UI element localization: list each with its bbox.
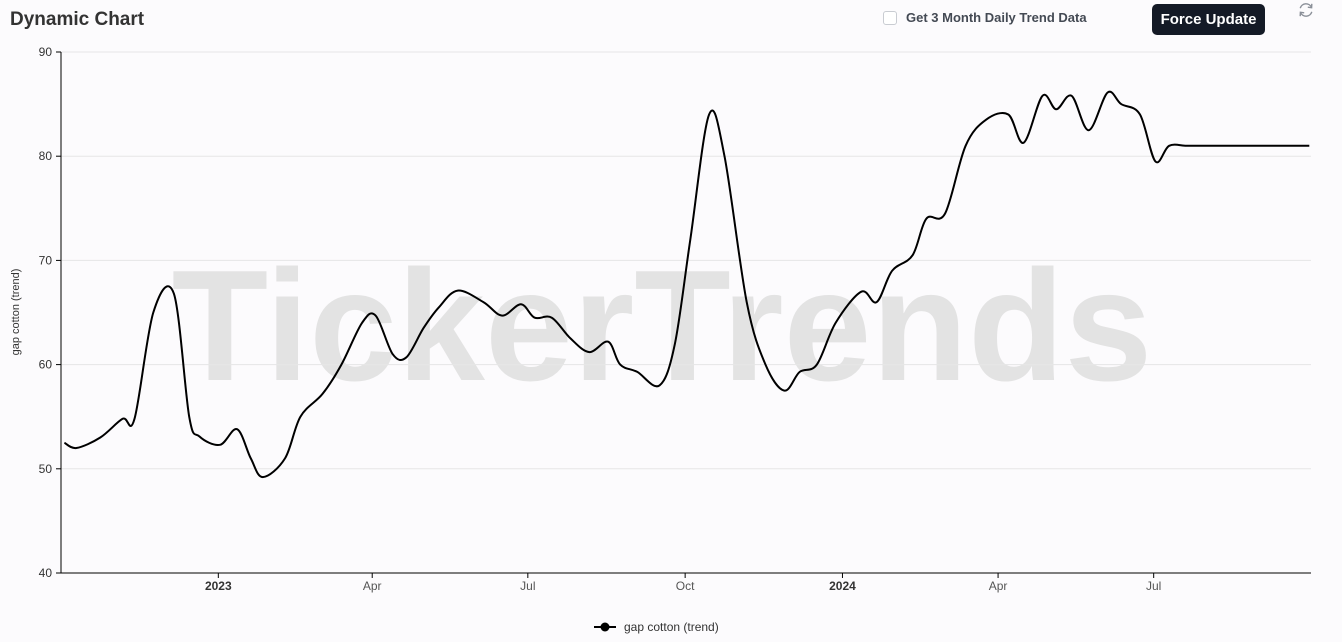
refresh-icon[interactable] [1296,0,1316,20]
y-axis-label: gap cotton (trend) [10,269,22,356]
y-tick-label: 50 [39,462,53,476]
legend[interactable]: gap cotton (trend) [594,620,719,634]
x-tick-label: Jul [520,579,535,593]
x-tick-label: 2023 [205,579,232,593]
watermark: TickerTrends [172,238,1153,414]
force-update-button[interactable]: Force Update [1152,4,1265,35]
x-tick-label: 2024 [829,579,856,593]
series-line-gap-cotton [63,90,1310,479]
daily-trend-checkbox[interactable] [883,10,897,25]
x-tick-label: Jul [1146,579,1161,593]
x-tick-label: Oct [676,579,695,593]
y-tick-label: 80 [39,149,53,163]
legend-dot-marker [600,622,610,632]
y-tick-label: 40 [39,566,53,580]
x-tick-label: Apr [989,579,1008,593]
x-axis-ticks: 2023 Apr Jul Oct 2024 Apr Jul [205,573,1161,593]
grid-lines [61,51,1311,470]
legend-label: gap cotton (trend) [624,620,719,634]
y-tick-label: 60 [39,358,53,372]
x-tick-label: Apr [363,579,382,593]
y-axis-ticks: 40 50 60 70 80 90 [39,45,61,580]
chart-title: Dynamic Chart [10,9,145,30]
daily-trend-checkbox-label: Get 3 Month Daily Trend Data [906,10,1087,25]
y-tick-label: 70 [39,253,53,267]
y-tick-label: 90 [39,45,53,59]
three-month-daily-toggle[interactable]: Get 3 Month Daily Trend Data [883,10,1087,25]
